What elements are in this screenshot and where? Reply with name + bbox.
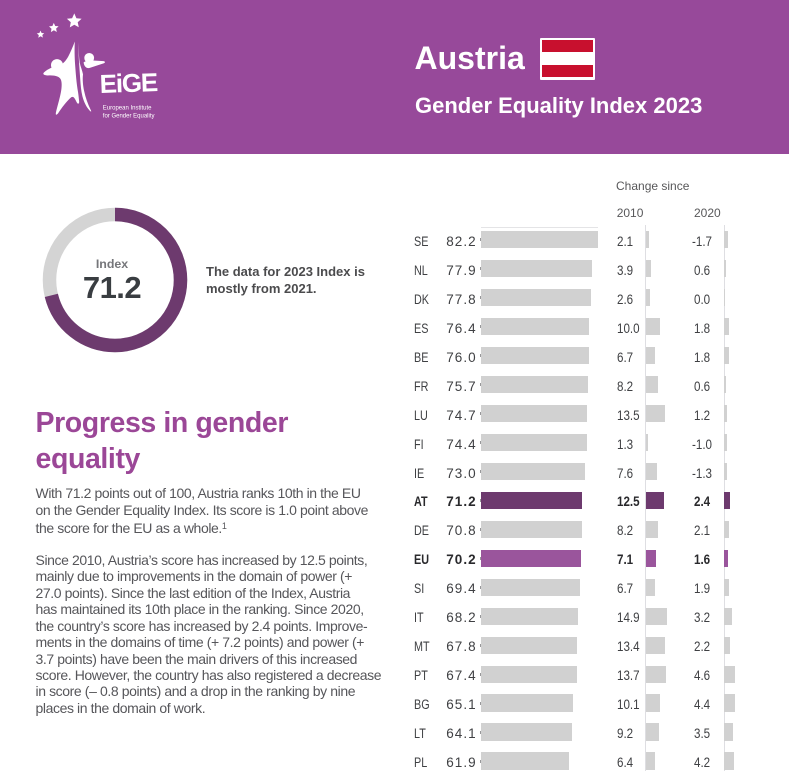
svg-text:EiGE: EiGE — [99, 67, 158, 99]
svg-text:European Institute: European Institute — [103, 106, 152, 112]
svg-text:for Gender Equality: for Gender Equality — [103, 113, 155, 119]
